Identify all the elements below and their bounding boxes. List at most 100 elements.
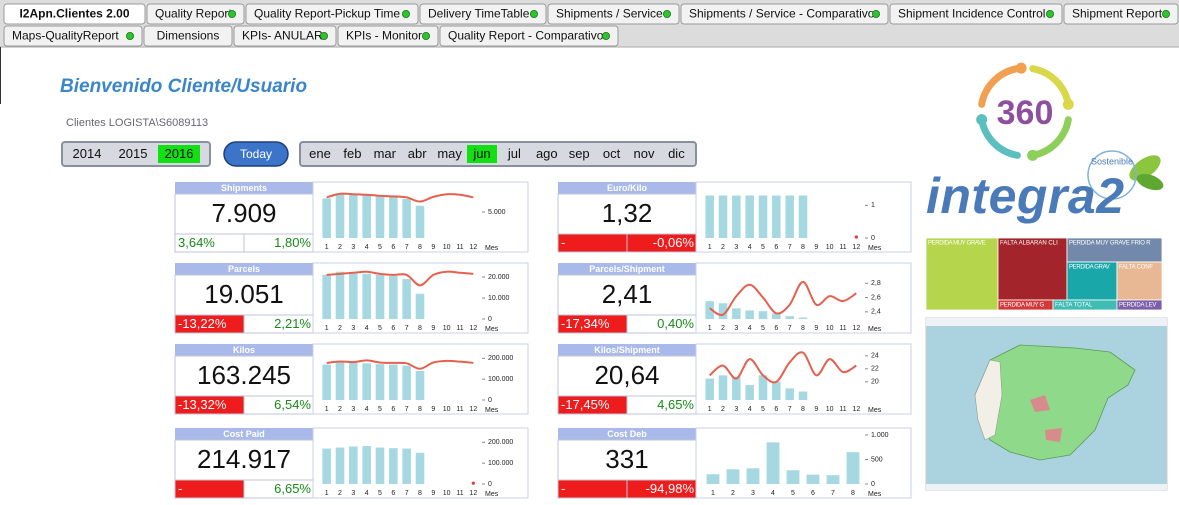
year-label[interactable]: 2016 [165,146,194,161]
tab[interactable] [439,25,619,47]
bar [415,205,425,238]
logo-leaf [1136,173,1164,191]
tab-label[interactable]: I2Apn.Clientes 2.00 [19,7,129,21]
treemap-cell[interactable] [1116,299,1163,311]
x-axis-label: Mes [868,245,882,252]
x-tick-label: 12 [469,406,477,413]
logo-arrow-head [1027,149,1039,161]
x-tick-label: 8 [418,244,422,251]
tab-label[interactable]: Quality Report [155,7,232,21]
bar [415,452,425,484]
kpi-title: Parcels/Shipment [589,264,665,274]
x-tick-label: 9 [814,244,818,251]
y-tick-label: 10.000 [488,295,510,302]
today-label[interactable]: Today [240,147,272,161]
bar [718,195,728,238]
x-tick-label: 7 [405,490,409,497]
month-label[interactable]: ene [309,146,331,161]
kpi-title: Euro/Kilo [607,183,648,193]
tab[interactable] [233,25,337,47]
tab[interactable] [419,3,547,25]
x-tick-label: 8 [418,490,422,497]
map-footer [926,484,1167,490]
kpi-title-bar [558,263,696,275]
tab-label[interactable]: KPIs- ANULAR [242,29,323,43]
tab[interactable] [1063,3,1179,25]
kpi-title-bar [175,428,313,440]
month-label[interactable]: dic [668,146,685,161]
x-tick-label: 12 [469,490,477,497]
tab[interactable] [143,25,233,47]
bar [375,274,385,319]
tab[interactable] [337,25,439,47]
tab[interactable] [3,25,143,47]
month-label[interactable]: feb [343,146,361,161]
month-label[interactable]: jul [507,146,521,161]
kpi-title: Kilos [233,345,255,355]
tab-label[interactable]: Shipment Incidence Control [898,7,1045,21]
treemap-cell[interactable] [1066,237,1163,263]
x-tick-label: 11 [839,406,846,413]
x-tick-label: 8 [851,490,855,497]
x-tick-label: 12 [852,325,860,332]
bar [758,375,768,400]
kpi-change: 4,65% [657,397,694,412]
bar [362,194,371,238]
y-tick-label: 2,4 [871,309,881,316]
tab[interactable] [146,3,245,25]
y-tick-label: 2,8 [871,280,881,287]
y-tick-label: 20.000 [488,274,510,281]
month-label[interactable]: sep [569,146,590,161]
bar [785,388,794,400]
kpi-value: 19.051 [204,279,284,309]
treemap-cell[interactable] [997,237,1068,301]
tab-label[interactable]: Quality Report - Comparativo [448,29,604,43]
logo-arrow-head [976,114,988,126]
treemap-cell[interactable] [1116,261,1163,301]
bar [362,273,371,319]
x-tick-label: 9 [431,325,435,332]
tab[interactable] [680,3,889,25]
month-label[interactable]: abr [408,146,427,161]
bar [745,195,754,238]
treemap-cell[interactable] [925,237,999,311]
kpi-change: 0,40% [657,316,694,331]
x-axis-label: Mes [868,491,882,498]
month-label[interactable]: nov [634,146,655,161]
tab-label[interactable]: KPIs - Monitor [346,29,422,43]
x-tick-label: 10 [826,406,834,413]
kpi-change: 6,54% [274,397,311,412]
tab-label[interactable]: Shipment Report [1072,7,1163,21]
month-label[interactable]: ago [536,146,558,161]
tab[interactable] [245,3,419,25]
trend-line [709,351,857,384]
bar [389,196,398,238]
today-button[interactable] [223,141,289,167]
treemap-label: FALTA TOTAL [1055,303,1093,309]
year-label[interactable]: 2015 [119,146,148,161]
tab-status-dot [602,32,611,41]
tab[interactable] [547,3,680,25]
bar [718,303,728,319]
month-label[interactable]: may [437,146,462,161]
month-label[interactable]: mar [374,146,397,161]
tab-label[interactable]: Quality Report-Pickup Time [254,7,400,21]
tab-label[interactable]: Shipments / Service [556,7,663,21]
bar [705,195,714,238]
bar [415,293,425,319]
tab-label[interactable]: Delivery TimeTable [428,7,530,21]
tab[interactable] [3,3,146,25]
tab[interactable] [889,3,1063,25]
month-selector [299,141,697,167]
year-label[interactable]: 2014 [73,146,102,161]
x-axis-label: Mes [485,407,499,414]
treemap-label: FALTA ALBARAN CLI [1000,241,1058,247]
tab-label[interactable]: Maps-QualityReport [12,29,119,43]
user-label: Clientes LOGISTA\S6089113 [66,117,208,129]
x-tick-label: 8 [801,244,805,251]
tab-label[interactable]: Dimensions [157,29,220,43]
tab-label[interactable]: Shipments / Service - Comparativo [689,7,875,21]
bar [785,195,794,238]
month-label[interactable]: oct [603,146,621,161]
month-label[interactable]: jun [472,146,490,161]
